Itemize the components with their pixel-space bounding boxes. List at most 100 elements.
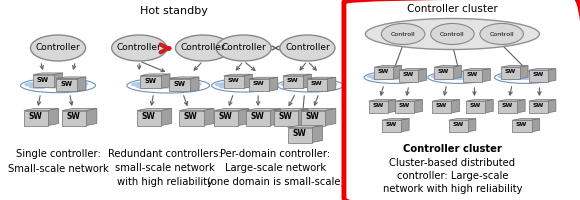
Ellipse shape xyxy=(285,85,301,89)
Ellipse shape xyxy=(24,82,41,87)
Polygon shape xyxy=(244,74,252,88)
Polygon shape xyxy=(434,66,461,67)
Ellipse shape xyxy=(240,79,257,85)
Ellipse shape xyxy=(54,79,74,85)
Polygon shape xyxy=(466,100,493,101)
Text: with high reliability: with high reliability xyxy=(117,177,213,187)
Ellipse shape xyxy=(252,85,269,89)
Polygon shape xyxy=(396,100,422,101)
Ellipse shape xyxy=(175,35,231,61)
Ellipse shape xyxy=(219,85,235,89)
Bar xyxy=(274,110,298,126)
Text: Controller: Controller xyxy=(221,44,266,52)
Ellipse shape xyxy=(223,80,241,86)
Polygon shape xyxy=(214,109,249,110)
Text: SW: SW xyxy=(467,72,478,77)
Polygon shape xyxy=(393,66,401,79)
Ellipse shape xyxy=(498,75,511,79)
Text: SW: SW xyxy=(372,103,383,108)
Polygon shape xyxy=(498,100,525,101)
Text: SW: SW xyxy=(251,112,264,121)
Ellipse shape xyxy=(288,80,307,86)
Polygon shape xyxy=(531,119,539,132)
Bar xyxy=(433,101,451,113)
Ellipse shape xyxy=(182,81,202,87)
Text: SW: SW xyxy=(67,112,80,121)
Polygon shape xyxy=(179,109,214,110)
Polygon shape xyxy=(48,109,59,126)
Text: SW: SW xyxy=(227,78,239,83)
Ellipse shape xyxy=(29,85,48,89)
Text: Controller cluster: Controller cluster xyxy=(403,144,502,154)
Polygon shape xyxy=(161,109,172,126)
Ellipse shape xyxy=(375,72,392,78)
Ellipse shape xyxy=(180,85,201,89)
Text: SW: SW xyxy=(452,122,463,127)
Bar xyxy=(249,79,269,91)
Polygon shape xyxy=(325,109,336,126)
Ellipse shape xyxy=(141,79,165,86)
Ellipse shape xyxy=(455,72,471,77)
Polygon shape xyxy=(529,69,556,70)
Ellipse shape xyxy=(367,75,380,79)
Text: SW: SW xyxy=(386,122,397,127)
Polygon shape xyxy=(283,74,311,76)
Text: SW: SW xyxy=(399,103,410,108)
Bar xyxy=(463,70,482,82)
Bar xyxy=(396,101,414,113)
Bar xyxy=(434,67,453,79)
Ellipse shape xyxy=(382,23,425,45)
Text: SW: SW xyxy=(142,112,155,121)
Bar xyxy=(400,70,418,82)
Text: Redundant controllers:: Redundant controllers: xyxy=(108,149,222,159)
Text: SW: SW xyxy=(470,103,481,108)
Text: SW: SW xyxy=(505,69,516,74)
Bar xyxy=(382,120,401,132)
Polygon shape xyxy=(529,100,556,101)
Ellipse shape xyxy=(295,83,326,88)
Text: SW: SW xyxy=(219,112,232,121)
Text: SW: SW xyxy=(37,77,49,83)
Polygon shape xyxy=(482,69,490,82)
Text: SW: SW xyxy=(253,81,264,86)
Ellipse shape xyxy=(68,85,87,89)
Bar xyxy=(288,128,312,142)
Bar xyxy=(137,110,161,126)
Polygon shape xyxy=(414,100,422,113)
Polygon shape xyxy=(548,69,556,82)
Bar xyxy=(301,110,325,126)
Text: SW: SW xyxy=(502,103,513,108)
Bar xyxy=(307,79,327,91)
Polygon shape xyxy=(433,100,459,101)
Bar xyxy=(529,70,548,82)
Text: Single controller:: Single controller: xyxy=(16,149,100,159)
Text: Controller: Controller xyxy=(285,44,330,52)
Ellipse shape xyxy=(371,77,386,80)
Ellipse shape xyxy=(130,82,149,87)
Text: SW: SW xyxy=(532,103,543,108)
Text: SW: SW xyxy=(516,122,527,127)
Ellipse shape xyxy=(480,23,524,45)
Text: SW: SW xyxy=(403,72,414,77)
Polygon shape xyxy=(513,119,539,120)
Bar xyxy=(179,110,204,126)
Polygon shape xyxy=(56,77,86,79)
Ellipse shape xyxy=(71,81,89,87)
Text: controller: Large-scale: controller: Large-scale xyxy=(397,171,508,181)
Text: SW: SW xyxy=(184,112,197,121)
Bar xyxy=(24,110,48,126)
Polygon shape xyxy=(288,126,322,128)
Polygon shape xyxy=(169,77,199,79)
Polygon shape xyxy=(517,100,525,113)
Ellipse shape xyxy=(215,82,229,87)
Bar xyxy=(449,120,467,132)
Bar xyxy=(56,79,77,91)
Ellipse shape xyxy=(111,35,167,61)
Polygon shape xyxy=(33,73,63,75)
Text: Per-domain controller:: Per-domain controller: xyxy=(220,149,331,159)
Polygon shape xyxy=(298,109,309,126)
Ellipse shape xyxy=(30,35,86,61)
Polygon shape xyxy=(77,77,86,91)
Text: SW: SW xyxy=(306,112,319,121)
Polygon shape xyxy=(274,109,309,110)
